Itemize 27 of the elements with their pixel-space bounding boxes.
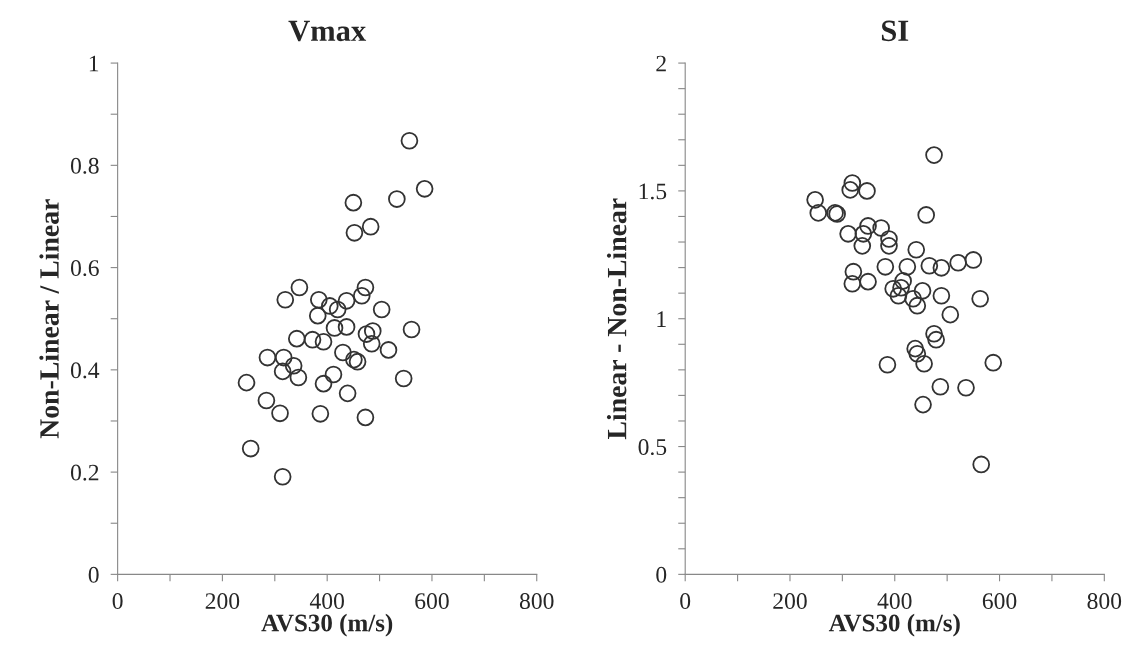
y-tick-label: 0.4 <box>70 362 100 379</box>
y-tick-label: 0.5 <box>638 439 667 456</box>
x-tick-label: 200 <box>773 593 807 610</box>
x-axis-title: AVS30 (m/s) <box>261 613 393 637</box>
y-tick-label: 1 <box>657 311 666 327</box>
y-axis-title: Non-Linear / Linear <box>39 199 59 439</box>
x-tick-label: 0 <box>112 593 123 610</box>
x-tick-label: 800 <box>1087 593 1122 610</box>
x-axis-title: AVS30 (m/s) <box>828 613 960 637</box>
y-tick-label: 1.5 <box>639 183 667 200</box>
y-tick-label: 0 <box>656 566 667 583</box>
y-tick-label: 2 <box>656 55 666 72</box>
y-tick-label: 0 <box>88 566 99 583</box>
y-tick-label: 0.6 <box>70 260 99 277</box>
x-tick-label: 400 <box>309 593 344 610</box>
x-tick-label: 400 <box>877 593 912 610</box>
y-tick-label: 0.2 <box>70 464 99 481</box>
y-tick-label: 1 <box>89 55 99 72</box>
chart-title: Vmax <box>288 20 367 42</box>
y-tick-label: 0.8 <box>70 157 99 174</box>
x-tick-label: 200 <box>205 593 240 610</box>
x-tick-label: 600 <box>415 593 449 610</box>
x-tick-label: 800 <box>519 593 554 610</box>
y-axis-title: Linear - Non-Linear <box>606 198 627 440</box>
x-tick-label: 0 <box>680 593 691 610</box>
chart-title: SI <box>881 20 909 42</box>
x-tick-label: 600 <box>982 593 1017 610</box>
